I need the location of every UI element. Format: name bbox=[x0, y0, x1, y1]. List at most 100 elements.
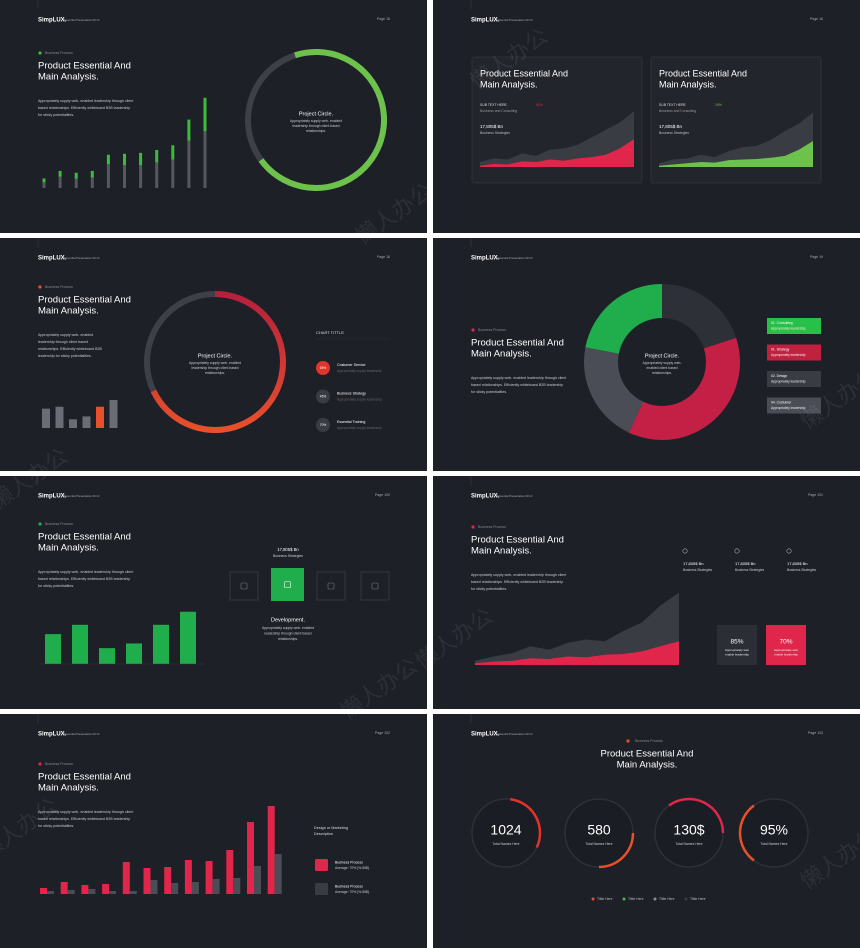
header-subtitle: Essential Presentation KD sf bbox=[497, 18, 533, 22]
bar bbox=[150, 880, 158, 894]
page-number: Page 100 bbox=[375, 493, 390, 497]
legend-box bbox=[767, 344, 821, 361]
body-line: relationships. Efficiently whiteboard B2… bbox=[38, 347, 102, 351]
bar-segment bbox=[42, 182, 46, 188]
item-note: Appropriately supply leadership bbox=[337, 369, 382, 373]
tag: Business Process bbox=[45, 51, 73, 55]
ring-body: Appropriately supply web- enabled bbox=[290, 119, 342, 123]
ring-title: Project Circle. bbox=[299, 111, 334, 117]
bar bbox=[45, 634, 61, 664]
brand: SimpLUX. bbox=[471, 256, 500, 262]
gauge-caption: Total Names Here bbox=[675, 842, 702, 846]
bar-segment bbox=[42, 178, 46, 183]
area bbox=[659, 112, 813, 167]
body-line: based relationships. Efficiently whitebo… bbox=[471, 580, 563, 584]
chart-title: CHART TITTLE bbox=[316, 330, 344, 335]
header-subtitle: Essential Presentation KD sf bbox=[497, 732, 533, 736]
bar-segment bbox=[187, 140, 191, 188]
bar bbox=[247, 822, 254, 894]
page-number: Page 18 bbox=[377, 255, 390, 259]
title-line: Main Analysis. bbox=[38, 783, 99, 794]
gauge-arc bbox=[510, 798, 542, 849]
legend-box bbox=[767, 371, 821, 387]
gauge-arc bbox=[598, 832, 635, 869]
item-badge bbox=[316, 389, 330, 404]
legend-label: 02. Design bbox=[771, 374, 787, 378]
ring-body: relationships. bbox=[205, 371, 225, 375]
body-line: Appropriately supply web- enabled leader… bbox=[38, 570, 133, 574]
header-subtitle: Essential Presentation KD sf bbox=[64, 18, 100, 22]
page-number: Page 19 bbox=[810, 255, 823, 259]
icon-glyph bbox=[240, 582, 248, 590]
item-note: Average: 70% (%,55$) bbox=[335, 866, 369, 870]
bar bbox=[42, 408, 50, 428]
brand: SimpLUX. bbox=[38, 256, 67, 262]
ring-body: relationships. bbox=[652, 371, 672, 375]
gauge-value: 580 bbox=[587, 822, 611, 838]
card-stat-caption: Business Strategies bbox=[480, 131, 510, 135]
gauge-value: 1024 bbox=[490, 822, 521, 838]
slide: SimpLUX.Essential Presentation KD sf Page… bbox=[433, 476, 860, 709]
brand: SimpLUX. bbox=[38, 18, 67, 24]
legend-label: Tittle Here bbox=[659, 897, 675, 901]
bar bbox=[171, 883, 179, 894]
bar-segment bbox=[123, 153, 126, 166]
page-number: Page 101 bbox=[808, 493, 823, 497]
tag-dot bbox=[38, 762, 42, 766]
ring-body: Appropriately supply web- enabled bbox=[189, 361, 241, 365]
gauge-caption: Total Names Here bbox=[492, 842, 519, 846]
stat-caption: Business Strategies bbox=[273, 554, 303, 558]
bar-segment bbox=[74, 178, 78, 188]
bar bbox=[212, 879, 220, 894]
gauge-arc bbox=[738, 804, 755, 862]
header-subtitle: Essential Presentation KD sf bbox=[64, 256, 100, 260]
ring-body: Appropriately supply web- bbox=[642, 361, 681, 365]
box-text: enable leadership bbox=[774, 652, 798, 656]
legend-box bbox=[767, 397, 821, 414]
title-line: Main Analysis. bbox=[471, 546, 532, 557]
body-line: for sticky potentialities. bbox=[38, 824, 74, 828]
bar-segment bbox=[203, 131, 207, 188]
tag: Business Process bbox=[478, 525, 506, 529]
ring-body: enabled client based bbox=[646, 366, 677, 370]
bar bbox=[55, 406, 64, 428]
area bbox=[659, 140, 813, 167]
bar bbox=[191, 882, 199, 894]
area bbox=[480, 139, 634, 167]
card-stat-caption: Business Strategies bbox=[659, 131, 689, 135]
bar bbox=[267, 806, 275, 894]
item-value: 65% bbox=[320, 366, 327, 370]
title-line: Product Essential And bbox=[38, 295, 131, 306]
card-title: Product Essential And bbox=[480, 68, 568, 78]
tag-dot bbox=[626, 739, 630, 743]
bar bbox=[180, 611, 196, 664]
bar bbox=[205, 861, 213, 894]
slide-background bbox=[0, 476, 427, 709]
body-line: Appropriately supply web- enabled leader… bbox=[471, 573, 566, 577]
title-line: Product Essential And bbox=[601, 749, 694, 760]
slide: SimpLUX.Essential Presentation KD sf Page… bbox=[0, 238, 427, 471]
card-stat: 17,805$ Bn bbox=[480, 124, 504, 129]
stat: 17,805$ Bn bbox=[277, 547, 299, 552]
slide-background bbox=[0, 714, 427, 948]
area bbox=[475, 592, 679, 665]
ring-title: Project Circle. bbox=[198, 353, 233, 359]
icon-glyph bbox=[371, 582, 379, 590]
item-badge bbox=[316, 361, 330, 375]
body-line: for sticky potentialities. bbox=[38, 584, 74, 588]
area bbox=[480, 111, 634, 167]
page-number: Page 102 bbox=[375, 731, 390, 735]
title-line: Main Analysis. bbox=[38, 306, 99, 317]
item-name: Business Strategy bbox=[337, 391, 366, 395]
donut-segment bbox=[584, 347, 644, 433]
body-line: for sticky potentialities. bbox=[38, 113, 74, 117]
note: Design or Marketing bbox=[314, 826, 348, 830]
legend-label: Tittle Here bbox=[628, 897, 644, 901]
bar-segment bbox=[106, 164, 110, 188]
body-line: Appropriately supply web- enabled leader… bbox=[38, 99, 133, 103]
icon-glyph bbox=[284, 581, 291, 588]
body-line: Appropriately supply web- enabled bbox=[38, 333, 93, 337]
brand: SimpLUX. bbox=[38, 732, 67, 738]
body-line: leadership for sticky potentialities. bbox=[38, 354, 92, 358]
